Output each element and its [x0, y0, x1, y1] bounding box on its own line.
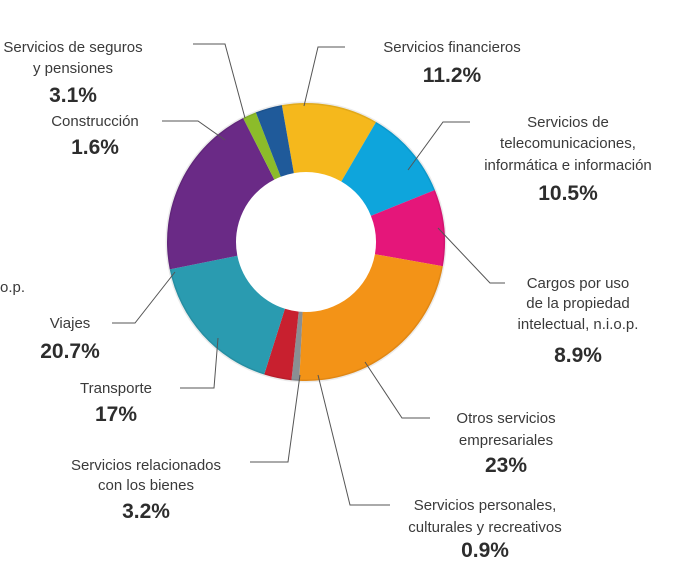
value-label: 11.2% [423, 64, 482, 87]
value-label: 0.9% [461, 539, 509, 562]
donut-shade [165, 101, 447, 383]
leader-line [162, 120, 226, 141]
donut-slice [167, 118, 275, 270]
leader-line [407, 121, 470, 171]
leader-line [112, 271, 176, 324]
slice-label: Cargos por uso [527, 275, 630, 292]
donut-slice [264, 308, 299, 381]
slice-label: Construcción [51, 113, 139, 130]
donut-slice [299, 254, 443, 381]
slice-label: Servicios relacionados [71, 457, 221, 474]
slice-label: intelectual, n.i.o.p. [518, 316, 639, 333]
donut-slice [341, 121, 435, 216]
value-label: 1.6% [71, 136, 119, 159]
donut-slice [291, 311, 303, 381]
donut-slice [243, 112, 281, 180]
slice-label: y pensiones [33, 60, 113, 77]
slice-label: informática e información [484, 157, 652, 174]
value-label: 23% [485, 454, 527, 477]
slice-label: con los bienes [98, 477, 194, 494]
donut-slice [281, 103, 377, 182]
leader-line [250, 374, 301, 463]
value-label: 8.9% [554, 344, 602, 367]
leader-line [303, 46, 345, 107]
slice-label: Servicios personales, [414, 497, 557, 514]
value-label: 3.1% [49, 84, 97, 107]
value-label: 10.5% [538, 182, 598, 205]
slice-label: Servicios de [527, 114, 609, 131]
slice-label: Servicios de seguros [3, 39, 142, 56]
slice-label: Otros servicios [456, 410, 555, 427]
value-label: 3.2% [122, 500, 170, 523]
slice-label: culturales y recreativos [408, 519, 561, 536]
leader-line [364, 361, 430, 419]
slice-label: telecomunicaciones, [500, 135, 636, 152]
annotation: o.p. [0, 279, 25, 296]
slice-label: de la propiedad [526, 295, 629, 312]
slice-label: Transporte [80, 380, 152, 397]
value-label: 20.7% [40, 340, 100, 363]
slice-label: empresariales [459, 432, 553, 449]
donut-slice [370, 190, 445, 267]
leader-line [180, 337, 219, 389]
donut-slice [169, 255, 285, 375]
leader-line [317, 374, 390, 506]
slice-label: Viajes [50, 315, 91, 332]
leader-line [437, 227, 505, 284]
leader-line [193, 43, 246, 119]
donut-slice [255, 105, 294, 177]
value-label: 17% [95, 403, 137, 426]
slice-label: Servicios financieros [383, 39, 521, 56]
